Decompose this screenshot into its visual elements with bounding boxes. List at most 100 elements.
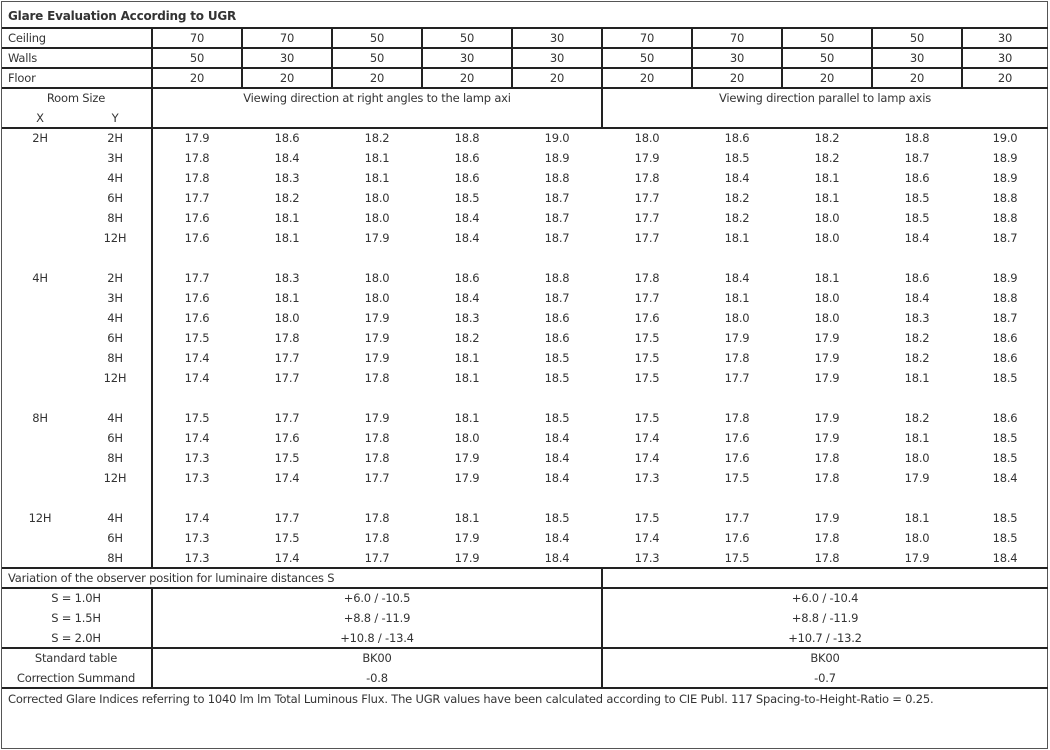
ugr-value: 18.7	[992, 311, 1018, 325]
reflectance-value: 30	[279, 51, 295, 65]
variation-s-label: S = 1.0H	[51, 591, 101, 605]
reflectance-value: 50	[639, 51, 655, 65]
ugr-value: 18.1	[904, 431, 930, 445]
ugr-value: 17.7	[184, 191, 210, 205]
ugr-value: 18.5	[992, 371, 1018, 385]
ugr-value: 18.4	[544, 451, 570, 465]
ugr-value: 17.8	[364, 531, 390, 545]
room-size-y: 4H	[107, 311, 123, 325]
ugr-value: 17.9	[364, 351, 390, 365]
ugr-value: 17.3	[184, 451, 210, 465]
divider	[2, 587, 1048, 589]
ugr-value: 17.9	[184, 131, 210, 145]
ugr-value: 18.3	[274, 171, 300, 185]
reflectance-value: 30	[459, 51, 475, 65]
ugr-value: 18.0	[814, 231, 840, 245]
ugr-value: 18.1	[814, 191, 840, 205]
room-size-y: 4H	[107, 171, 123, 185]
divider	[871, 27, 873, 88]
ugr-value: 18.4	[544, 471, 570, 485]
ugr-value: 17.8	[814, 531, 840, 545]
ugr-value: 17.8	[364, 451, 390, 465]
standard-table-parallel: BK00	[810, 651, 840, 665]
ugr-value: 18.0	[364, 211, 390, 225]
ugr-value: 18.6	[992, 331, 1018, 345]
variation-right-angles: +6.0 / -10.5	[343, 591, 411, 605]
ugr-value: 17.5	[634, 511, 660, 525]
ugr-value: 17.7	[274, 511, 300, 525]
ugr-value: 17.5	[184, 331, 210, 345]
reflectance-value: 20	[639, 71, 655, 85]
ugr-value: 18.1	[454, 351, 480, 365]
reflectance-value: 20	[729, 71, 745, 85]
ugr-value: 18.6	[454, 151, 480, 165]
room-size-y: 6H	[107, 191, 123, 205]
standard-table-right-angles: BK00	[362, 651, 392, 665]
ugr-value: 17.7	[184, 271, 210, 285]
ugr-value: 18.1	[364, 171, 390, 185]
ugr-value: 17.5	[724, 551, 750, 565]
ugr-value: 18.2	[724, 191, 750, 205]
divider	[2, 47, 1048, 49]
room-size-x-header: X	[36, 111, 44, 125]
ugr-value: 18.4	[724, 271, 750, 285]
ugr-value: 18.2	[904, 331, 930, 345]
ugr-value: 18.7	[904, 151, 930, 165]
ugr-value: 18.4	[544, 551, 570, 565]
ugr-value: 17.9	[814, 411, 840, 425]
ugr-value: 18.6	[904, 171, 930, 185]
divider	[2, 567, 1048, 569]
parallel-header: Viewing direction parallel to lamp axis	[718, 91, 932, 105]
room-size-y: 6H	[107, 531, 123, 545]
ugr-value: 17.4	[634, 451, 660, 465]
ugr-value: 18.1	[274, 231, 300, 245]
variation-s-label: S = 1.5H	[51, 611, 101, 625]
variation-parallel: +8.8 / -11.9	[791, 611, 859, 625]
ugr-value: 17.7	[274, 411, 300, 425]
ugr-value: 18.0	[904, 451, 930, 465]
ugr-value: 17.9	[724, 331, 750, 345]
divider	[421, 27, 423, 88]
reflectance-value: 30	[549, 51, 565, 65]
ugr-value: 18.6	[544, 331, 570, 345]
ugr-value: 18.0	[634, 131, 660, 145]
ugr-value: 17.3	[634, 471, 660, 485]
reflectance-label: Ceiling	[8, 31, 46, 45]
ugr-value: 17.4	[184, 351, 210, 365]
reflectance-value: 30	[729, 51, 745, 65]
room-size-y: 4H	[107, 411, 123, 425]
ugr-value: 18.0	[364, 191, 390, 205]
ugr-value: 18.1	[904, 371, 930, 385]
room-size-x: 8H	[32, 411, 48, 425]
ugr-value: 18.2	[814, 131, 840, 145]
standard-table-label: Standard table	[34, 651, 118, 665]
ugr-value: 17.9	[634, 151, 660, 165]
ugr-value: 17.9	[364, 411, 390, 425]
ugr-value: 18.3	[274, 271, 300, 285]
reflectance-value: 20	[369, 71, 385, 85]
ugr-value: 18.7	[544, 291, 570, 305]
room-size-y: 4H	[107, 511, 123, 525]
room-size-x: 2H	[32, 131, 48, 145]
ugr-value: 18.9	[992, 151, 1018, 165]
ugr-value: 18.2	[904, 351, 930, 365]
room-size-y-header: Y	[111, 111, 119, 125]
ugr-value: 18.1	[454, 411, 480, 425]
ugr-value: 17.4	[184, 511, 210, 525]
ugr-value: 18.2	[904, 411, 930, 425]
room-size-y: 8H	[107, 211, 123, 225]
reflectance-label: Walls	[8, 51, 38, 65]
ugr-value: 18.6	[454, 171, 480, 185]
divider	[601, 27, 603, 88]
divider	[961, 27, 963, 88]
footer-note: Corrected Glare Indices referring to 104…	[8, 692, 934, 706]
ugr-value: 18.1	[724, 231, 750, 245]
ugr-value: 17.4	[634, 531, 660, 545]
ugr-value: 17.6	[724, 431, 750, 445]
ugr-value: 18.2	[364, 131, 390, 145]
reflectance-value: 30	[997, 51, 1013, 65]
ugr-value: 18.8	[454, 131, 480, 145]
ugr-value: 17.7	[724, 371, 750, 385]
variation-s-label: S = 2.0H	[51, 631, 101, 645]
ugr-value: 17.5	[634, 351, 660, 365]
